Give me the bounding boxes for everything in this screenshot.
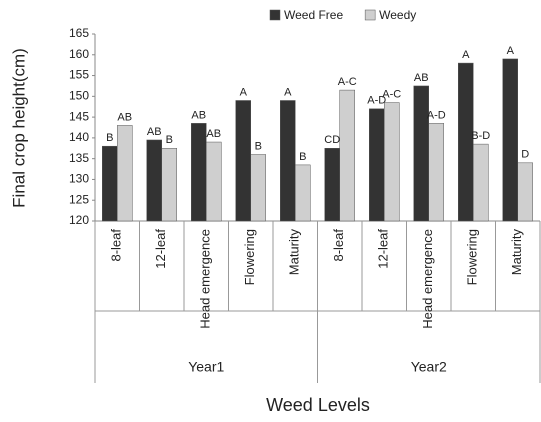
bar-annotation: B-D (471, 130, 490, 142)
bar-annotation: B (166, 134, 173, 146)
bar (102, 145, 118, 222)
bar (324, 148, 340, 222)
y-tick-label: 165 (69, 26, 89, 40)
bar (146, 139, 162, 222)
bar (413, 85, 429, 222)
legend-label: Weedy (379, 8, 416, 22)
bar-annotation: A (284, 86, 292, 98)
bar (517, 162, 533, 222)
bar-annotation: B (106, 132, 113, 144)
y-tick-label: 155 (69, 68, 89, 82)
bar (191, 123, 207, 222)
bar (369, 108, 385, 222)
legend-swatch (364, 9, 376, 21)
bar-annotation: A-D (367, 95, 386, 107)
y-tick-label: 160 (69, 47, 89, 61)
bar-annotation: AB (147, 126, 162, 138)
x-tick-label: Maturity (287, 229, 302, 276)
bar-annotation: A (462, 49, 470, 61)
y-tick-label: 140 (69, 130, 89, 144)
group-label: Year2 (411, 359, 447, 375)
bar (339, 89, 355, 222)
y-axis-title: Final crop height(cm) (9, 48, 28, 208)
bar (280, 100, 296, 222)
bar-annotation: A-D (427, 109, 446, 121)
bar (473, 143, 489, 222)
y-tick-label: 120 (69, 213, 89, 227)
bar-annotation: B (299, 151, 306, 163)
x-tick-label: Head emergence (420, 229, 435, 329)
bar-annotation: AB (191, 109, 206, 121)
bar-annotation: CD (324, 134, 340, 146)
x-tick-label: Flowering (465, 229, 480, 285)
bar-annotation: AB (414, 72, 429, 84)
bar (161, 148, 177, 222)
x-tick-label: Flowering (242, 229, 257, 285)
legend-swatch (269, 9, 281, 21)
x-tick-label: 12-leaf (376, 229, 391, 269)
y-tick-label: 150 (69, 89, 89, 103)
bar (206, 141, 222, 222)
bar-annotation: D (521, 149, 529, 161)
bar-annotation: B (255, 140, 262, 152)
x-axis-title: Weed Levels (266, 395, 370, 415)
x-tick-label: 8-leaf (331, 229, 346, 262)
y-tick-label: 130 (69, 172, 89, 186)
x-tick-label: Maturity (509, 229, 524, 276)
legend-label: Weed Free (284, 8, 343, 22)
bar (235, 100, 251, 222)
y-tick-label: 125 (69, 192, 89, 206)
x-tick-label: Head emergence (198, 229, 213, 329)
bar-annotation: A-C (338, 76, 357, 88)
x-tick-label: 8-leaf (109, 229, 124, 262)
bar-annotation: A (240, 86, 248, 98)
bar (250, 154, 266, 222)
bar-annotation: AB (117, 111, 132, 123)
bar (458, 62, 474, 222)
bar (384, 102, 400, 222)
y-tick-label: 145 (69, 109, 89, 123)
bar (428, 123, 444, 222)
y-tick-label: 135 (69, 151, 89, 165)
x-tick-label: 12-leaf (153, 229, 168, 269)
bar (502, 58, 518, 222)
group-label: Year1 (188, 359, 224, 375)
bar-annotation: AB (206, 128, 221, 140)
bar (117, 125, 133, 222)
bar-annotation: A (507, 45, 515, 57)
bar-annotation: A-C (382, 88, 401, 100)
bar (295, 164, 311, 222)
